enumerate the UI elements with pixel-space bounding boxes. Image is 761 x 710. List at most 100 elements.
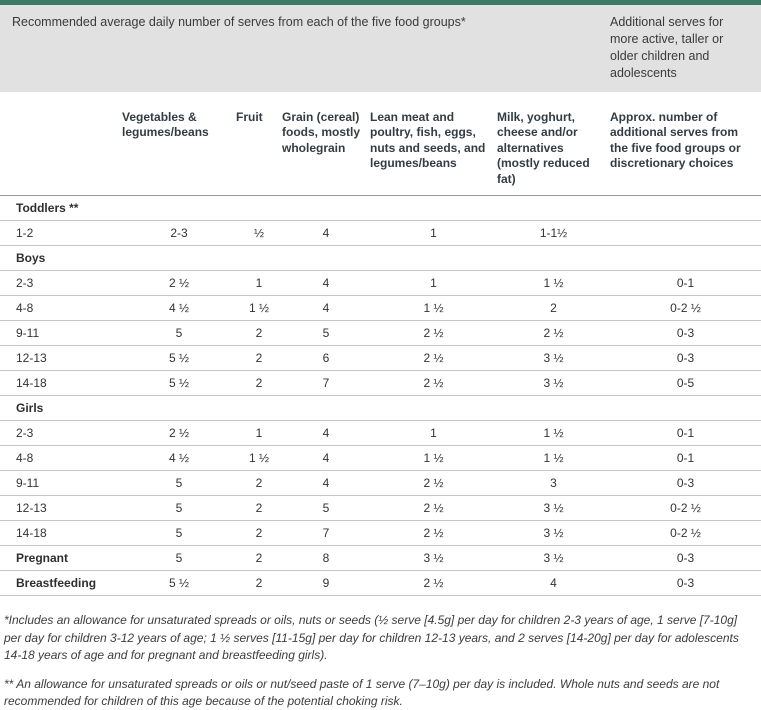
value-cell: 3 [497,470,610,497]
value-cell: 2 [236,470,282,497]
table-section-row: Girls [0,395,761,422]
value-cell [610,220,761,247]
value-cell: 2 [236,520,282,547]
value-cell: 2 [236,545,282,572]
value-cell: 2 ½ [370,470,497,497]
value-cell: 2 ½ [497,320,610,347]
value-cell: 7 [282,520,370,547]
row-label-cell: 4-8 [0,445,122,472]
value-cell: 1 [370,270,497,297]
value-cell: 1 ½ [497,445,610,472]
value-cell: 2 ½ [370,370,497,397]
accent-top-rule [0,0,761,5]
value-cell: 0-2 ½ [610,520,761,547]
value-cell: 0-2 ½ [610,495,761,522]
row-label-cell: Breastfeeding [0,570,122,597]
value-cell: 0-3 [610,320,761,347]
column-header-2: Fruit [236,99,282,197]
value-cell: 2 ½ [370,320,497,347]
value-cell: 4 ½ [122,295,236,322]
value-cell: 3 ½ [497,370,610,397]
value-cell: 2 ½ [370,345,497,372]
value-cell: 1-1½ [497,220,610,247]
value-cell: 5 [122,470,236,497]
value-cell: 2 [236,370,282,397]
value-cell [370,395,497,422]
row-label-cell: 9-11 [0,320,122,347]
serves-table-head: Vegetables & legumes/beans Fruit Grain (ce… [0,99,761,197]
band-title-right: Additional serves for more active, talle… [610,15,724,80]
value-cell: 0-2 ½ [610,295,761,322]
value-cell [282,195,370,222]
value-cell: 4 [282,295,370,322]
value-cell: 5 ½ [122,345,236,372]
column-header-1: Vegetables & legumes/beans [122,99,236,197]
value-cell: 0-1 [610,445,761,472]
value-cell: 5 ½ [122,370,236,397]
value-cell: 4 [282,270,370,297]
row-label-cell: 12-13 [0,495,122,522]
value-cell [610,245,761,272]
value-cell: 4 [282,420,370,447]
value-cell: 5 [122,545,236,572]
row-label-cell: Pregnant [0,545,122,572]
value-cell: 1 [370,420,497,447]
column-header-5: Milk, yoghurt, cheese and/or alternative… [497,99,610,197]
value-cell: 0-3 [610,570,761,597]
value-cell: 0-3 [610,545,761,572]
value-cell: 0-1 [610,270,761,297]
row-label-cell: 14-18 [0,520,122,547]
value-cell: 1 [370,220,497,247]
value-cell: 1 ½ [236,445,282,472]
row-label-cell: 9-11 [0,470,122,497]
value-cell: 1 ½ [497,420,610,447]
value-cell: 5 [282,495,370,522]
value-cell: 0-1 [610,420,761,447]
value-cell: 2 [236,345,282,372]
value-cell [122,195,236,222]
value-cell: 2 ½ [370,520,497,547]
value-cell: 3 ½ [497,495,610,522]
row-label-cell: Toddlers ** [0,195,122,222]
footnotes: *Includes an allowance for unsaturated s… [4,612,757,709]
value-cell: 2 ½ [122,270,236,297]
row-label-cell: Girls [0,395,122,422]
value-cell [497,245,610,272]
value-cell: 1 ½ [236,295,282,322]
value-cell: 5 [122,320,236,347]
row-label-cell: Boys [0,245,122,272]
value-cell: 0-3 [610,345,761,372]
table-header-band: Recommended average daily number of serv… [0,5,761,92]
column-header-row: Vegetables & legumes/beans Fruit Grain (ce… [0,99,761,197]
value-cell: 2 [497,295,610,322]
value-cell: 1 ½ [370,445,497,472]
value-cell [370,195,497,222]
value-cell: 2 [236,570,282,597]
value-cell [610,195,761,222]
value-cell: 2-3 [122,220,236,247]
value-cell: 6 [282,345,370,372]
value-cell: 8 [282,545,370,572]
value-cell: 0-3 [610,470,761,497]
value-cell: ½ [236,220,282,247]
value-cell: 2 [236,495,282,522]
value-cell: 1 ½ [497,270,610,297]
value-cell [236,195,282,222]
value-cell: 4 [282,445,370,472]
row-label-cell: 2-3 [0,420,122,447]
value-cell: 9 [282,570,370,597]
value-cell: 5 [282,320,370,347]
value-cell: 3 ½ [497,545,610,572]
value-cell: 7 [282,370,370,397]
value-cell: 5 ½ [122,570,236,597]
